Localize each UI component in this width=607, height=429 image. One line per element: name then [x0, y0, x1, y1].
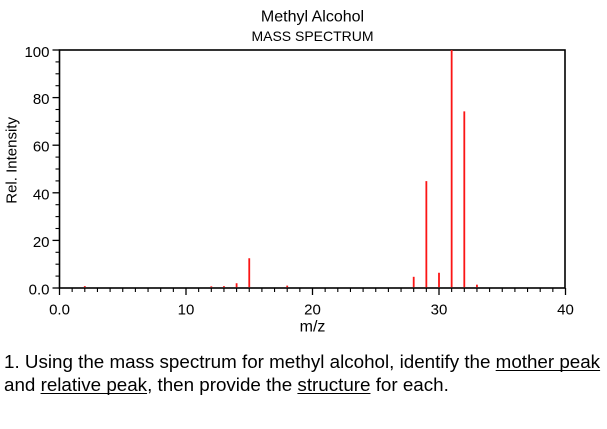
svg-text:Rel. Intensity: Rel. Intensity [3, 117, 20, 204]
svg-text:80: 80 [33, 91, 50, 108]
svg-text:m/z: m/z [300, 319, 326, 336]
svg-text:20: 20 [304, 301, 321, 318]
svg-text:20: 20 [33, 234, 50, 251]
svg-text:40: 40 [33, 186, 50, 203]
svg-text:40: 40 [557, 301, 574, 318]
svg-text:MASS SPECTRUM: MASS SPECTRUM [251, 28, 373, 44]
svg-text:0.0: 0.0 [49, 301, 70, 318]
svg-text:0.0: 0.0 [29, 281, 50, 298]
svg-text:100: 100 [24, 44, 49, 61]
svg-text:10: 10 [178, 301, 195, 318]
svg-text:60: 60 [33, 139, 50, 156]
svg-text:30: 30 [431, 301, 448, 318]
svg-text:Methyl Alcohol: Methyl Alcohol [261, 9, 364, 26]
